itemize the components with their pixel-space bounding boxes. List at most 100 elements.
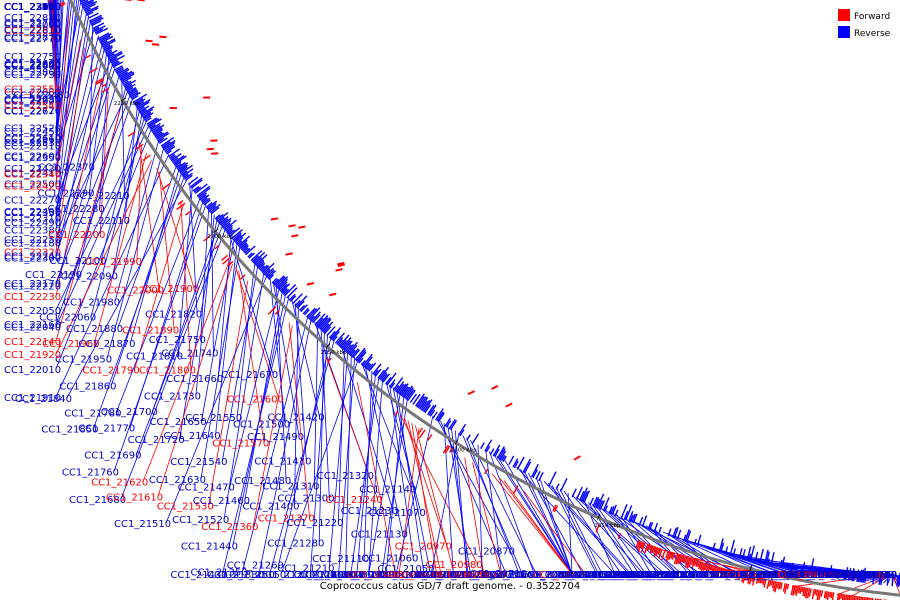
forward-gene-label: CC1_21120 xyxy=(344,570,401,581)
forward-feature xyxy=(806,588,811,599)
forward-connector xyxy=(180,200,192,370)
reverse-feature xyxy=(173,155,187,166)
forward-feature xyxy=(693,559,698,567)
forward-gene-label: CC1_20980 xyxy=(426,560,483,571)
reverse-feature xyxy=(237,235,251,247)
reverse-feature xyxy=(610,506,615,515)
reverse-feature xyxy=(141,108,154,117)
reverse-feature xyxy=(169,155,177,160)
forward-feature xyxy=(552,504,557,512)
reverse-gene-label: CC1_21430 xyxy=(170,570,227,581)
reverse-gene-label: CC1_23850 xyxy=(4,2,61,13)
reverse-feature xyxy=(436,411,444,422)
reverse-connector xyxy=(294,303,307,461)
figure-caption: Coprococcus catus GD/7 draft genome. - 0… xyxy=(320,581,581,592)
reverse-gene-label: CC1_21880 xyxy=(66,324,123,335)
reverse-feature xyxy=(592,496,598,507)
reverse-feature xyxy=(872,574,875,585)
forward-feature xyxy=(794,585,798,595)
reverse-feature xyxy=(407,389,416,402)
reverse-connector xyxy=(535,477,573,575)
forward-feature xyxy=(863,596,866,600)
reverse-feature xyxy=(395,381,405,393)
reverse-feature xyxy=(458,423,467,436)
reverse-feature xyxy=(206,200,218,210)
reverse-gene-label: CC1_20330 xyxy=(621,570,678,581)
reverse-feature xyxy=(770,552,775,566)
forward-feature xyxy=(135,143,144,150)
reverse-feature xyxy=(484,439,493,452)
reverse-feature xyxy=(277,278,288,290)
reverse-feature xyxy=(131,95,139,101)
reverse-gene-label: CC1_19190 xyxy=(840,570,897,581)
reverse-feature xyxy=(718,538,724,553)
forward-feature xyxy=(710,565,715,574)
reverse-gene-label: CC1_19200 xyxy=(840,570,897,581)
forward-feature xyxy=(707,564,712,575)
reverse-connector xyxy=(258,318,312,575)
reverse-feature xyxy=(604,505,609,512)
reverse-gene-label: CC1_23090 xyxy=(4,2,61,13)
forward-connector xyxy=(415,425,455,575)
reverse-gene-label: CC1_22660 xyxy=(4,59,61,70)
reverse-gene-label: CC1_21680 xyxy=(69,495,126,506)
reverse-feature xyxy=(176,161,186,170)
reverse-feature xyxy=(248,252,256,259)
reverse-feature xyxy=(362,353,373,367)
reverse-feature xyxy=(628,511,634,522)
reverse-gene-label: CC1_21850 xyxy=(41,425,98,436)
reverse-feature xyxy=(419,396,429,410)
reverse-gene-label: CC1_22410 xyxy=(4,169,61,180)
reverse-connector xyxy=(110,172,183,386)
reverse-feature xyxy=(156,131,169,140)
reverse-gene-label: CC1_22880 xyxy=(4,13,61,24)
reverse-gene-label: CC1_19890 xyxy=(764,570,821,581)
reverse-feature xyxy=(194,183,208,194)
forward-gene-label: CC1_19940 xyxy=(778,570,835,581)
forward-connector xyxy=(55,15,69,186)
reverse-gene-label: CC1_22650 xyxy=(4,95,61,106)
forward-feature xyxy=(726,569,731,579)
forward-feature xyxy=(728,569,732,577)
reverse-gene-label: CC1_19700 xyxy=(840,570,897,581)
reverse-gene-label: CC1_22180 xyxy=(4,239,61,250)
forward-gene-label: CC1_19830 xyxy=(798,570,855,581)
reverse-gene-label: CC1_20300 xyxy=(649,570,706,581)
reverse-feature xyxy=(295,295,308,308)
reverse-gene-label: CC1_22170 xyxy=(4,279,61,290)
reverse-connector xyxy=(318,330,325,543)
reverse-gene-label: CC1_22640 xyxy=(4,61,61,72)
forward-gene-label: CC1_20680 xyxy=(432,570,489,581)
reverse-feature xyxy=(214,214,221,220)
reverse-feature xyxy=(405,389,415,401)
reverse-feature xyxy=(499,450,507,461)
reverse-gene-label: CC1_21440 xyxy=(181,541,238,552)
reverse-feature xyxy=(82,0,98,9)
reverse-connector xyxy=(152,221,221,411)
reverse-feature xyxy=(137,101,150,110)
forward-feature xyxy=(484,468,489,475)
reverse-feature xyxy=(312,314,321,324)
forward-feature xyxy=(868,597,871,600)
reverse-gene-label: CC1_21840 xyxy=(15,394,72,405)
forward-feature xyxy=(766,579,770,589)
reverse-feature xyxy=(323,326,332,335)
reverse-gene-label: CC1_20410 xyxy=(520,570,577,581)
reverse-connector xyxy=(211,211,214,353)
forward-gene-label: CC1_21790 xyxy=(83,365,140,376)
forward-gene-label: CC1_22000 xyxy=(107,285,164,296)
ruler-tick-label: 2000 kbp xyxy=(748,575,774,581)
reverse-gene-label: CC1_21150 xyxy=(229,570,286,581)
reverse-feature xyxy=(448,419,456,430)
reverse-feature xyxy=(281,288,288,294)
reverse-feature xyxy=(88,14,102,22)
forward-feature xyxy=(752,576,756,586)
forward-connector xyxy=(134,204,184,370)
forward-feature xyxy=(658,548,663,559)
forward-feature xyxy=(513,485,519,494)
forward-connector xyxy=(288,322,311,518)
reverse-feature xyxy=(496,446,505,459)
reverse-feature xyxy=(878,575,881,585)
reverse-feature xyxy=(532,469,538,479)
